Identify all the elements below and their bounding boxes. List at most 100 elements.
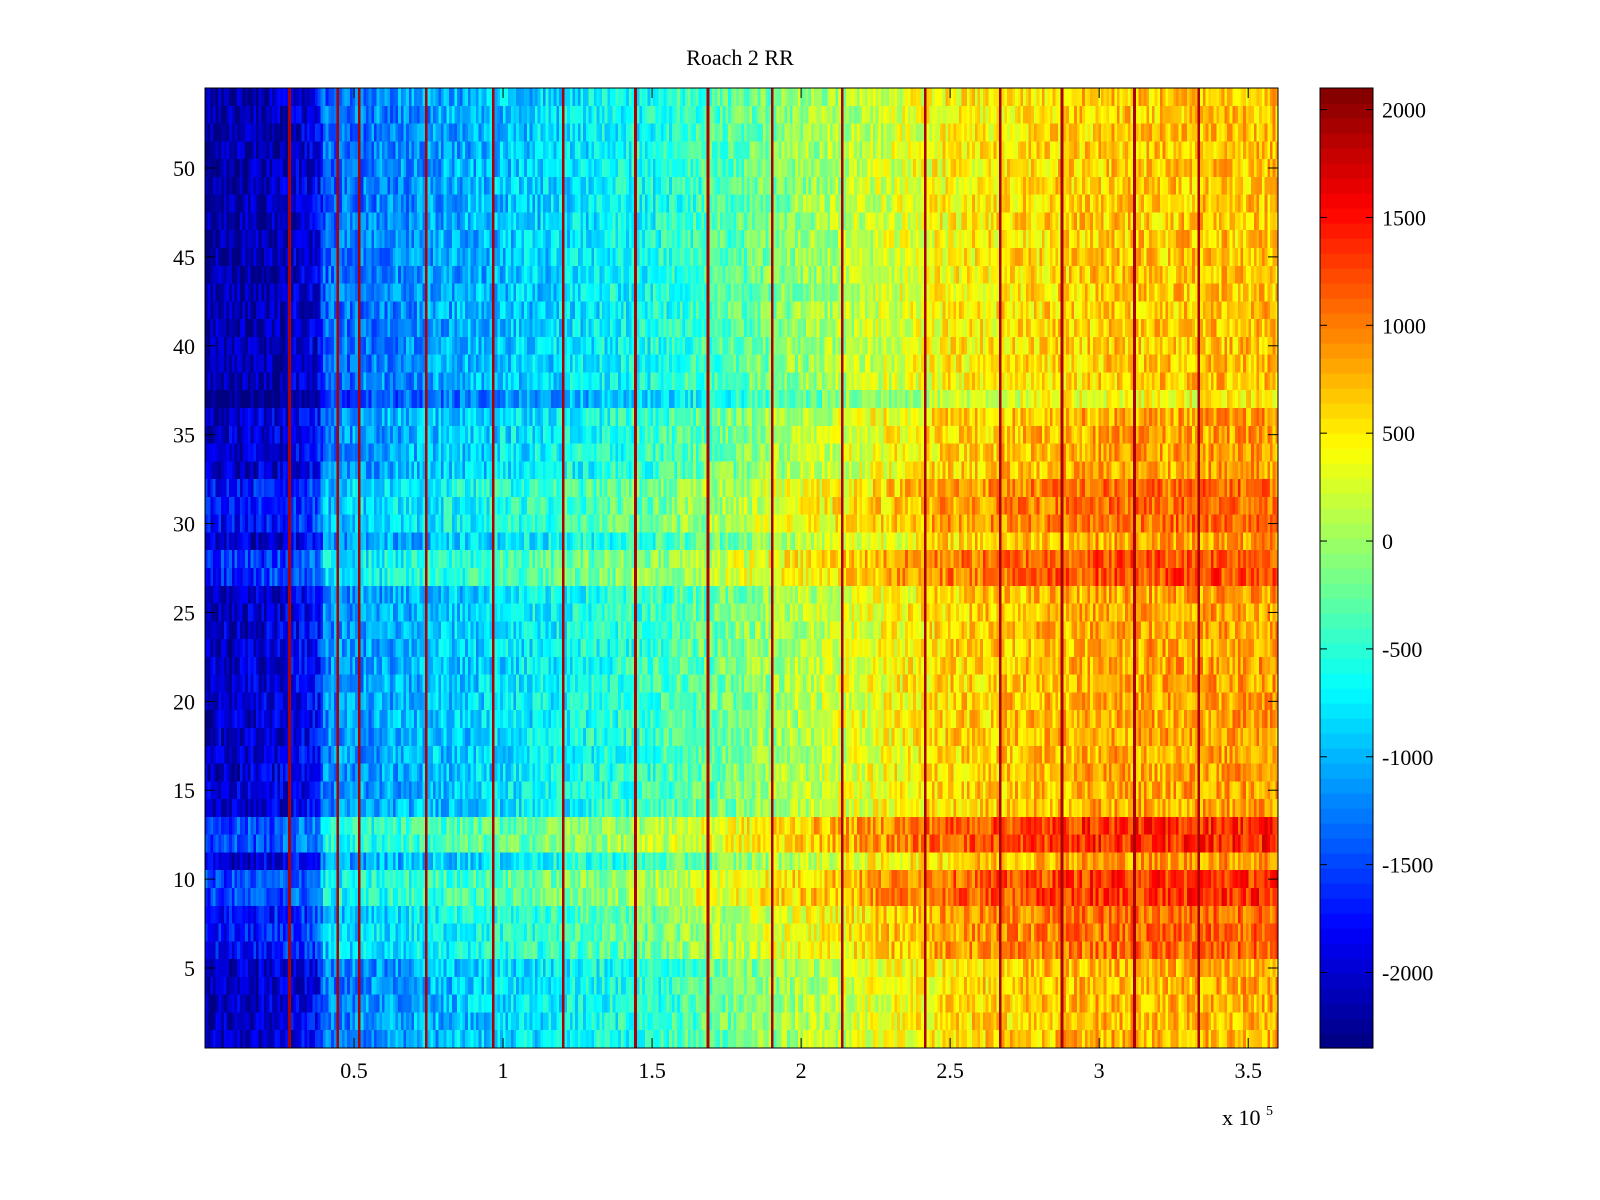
colorbar-segment	[1320, 1003, 1373, 1019]
x-tick-label: 1.5	[638, 1058, 666, 1083]
colorbar-tick-label: 1000	[1382, 313, 1426, 338]
colorbar-segment	[1320, 1033, 1373, 1049]
colorbar-segment	[1320, 433, 1373, 449]
y-tick-label: 5	[184, 956, 195, 981]
y-tick-label: 35	[173, 423, 195, 448]
x-tick-label: 2.5	[936, 1058, 964, 1083]
colorbar-segment	[1320, 688, 1373, 704]
y-tick-label: 15	[173, 778, 195, 803]
y-tick-label: 50	[173, 156, 195, 181]
colorbar-segment	[1320, 613, 1373, 629]
heatmap-cells	[205, 88, 1278, 1048]
colorbar-segment	[1320, 733, 1373, 749]
colorbar-segment	[1320, 328, 1373, 344]
x-tick-label: 1	[498, 1058, 509, 1083]
colorbar-segment	[1320, 478, 1373, 494]
x-axis: 0.5 1 1.5 2 2.5 3 3.5	[340, 88, 1262, 1083]
x-tick-label: 3.5	[1234, 1058, 1262, 1083]
plot-area-frame	[204, 87, 1279, 1049]
x-tick-label: 2	[796, 1058, 807, 1083]
colorbar-segment	[1320, 883, 1373, 899]
y-tick-label: 25	[173, 600, 195, 625]
colorbar-segment	[1320, 583, 1373, 599]
colorbar-tick-label: 2000	[1382, 98, 1426, 123]
y-tick-label: 20	[173, 689, 195, 714]
colorbar-segment	[1320, 838, 1373, 854]
colorbar-segment	[1320, 388, 1373, 404]
colorbar-segment	[1320, 133, 1373, 149]
colorbar-tick-label: 1500	[1382, 205, 1426, 230]
colorbar-segment	[1320, 913, 1373, 929]
colorbar-tick-label: -500	[1382, 637, 1422, 662]
colorbar-segment	[1320, 103, 1373, 119]
colorbar-segment	[1320, 253, 1373, 269]
colorbar-axis: 2000 1500 1000 500 0 -500 -1000 -1500 -2000	[1320, 98, 1433, 985]
colorbar-segment	[1320, 538, 1373, 554]
colorbar-segment	[1320, 493, 1373, 509]
colorbar-segment	[1320, 118, 1373, 134]
y-tick-label: 45	[173, 245, 195, 270]
colorbar-segment	[1320, 223, 1373, 239]
colorbar-segment	[1320, 463, 1373, 479]
colorbar-segment	[1320, 628, 1373, 644]
colorbar-segment	[1320, 868, 1373, 884]
chart-title: Roach 2 RR	[686, 45, 794, 70]
colorbar-segment	[1320, 298, 1373, 314]
y-tick-label: 30	[173, 512, 195, 537]
colorbar-segment	[1320, 178, 1373, 194]
colorbar-segment	[1320, 163, 1373, 179]
colorbar-frame	[1319, 87, 1374, 1049]
colorbar-tick-label: 500	[1382, 421, 1415, 446]
colorbar-segment	[1320, 343, 1373, 359]
colorbar-segment	[1320, 508, 1373, 524]
colorbar-segment	[1320, 358, 1373, 374]
colorbar-segment	[1320, 703, 1373, 719]
colorbar-segment	[1320, 778, 1373, 794]
colorbar-segment	[1320, 898, 1373, 914]
colorbar-tick-label: 0	[1382, 529, 1393, 554]
colorbar-tick-label: -2000	[1382, 960, 1433, 985]
colorbar-segment	[1320, 988, 1373, 1004]
colorbar-segment	[1320, 148, 1373, 164]
colorbar-segment	[1320, 643, 1373, 659]
colorbar-segment	[1320, 373, 1373, 389]
y-tick-label: 10	[173, 867, 195, 892]
colorbar-segment	[1320, 88, 1373, 104]
colorbar-segment	[1320, 283, 1373, 299]
x-axis-exponent: x 10 5	[1222, 1104, 1273, 1130]
colorbar-segment	[1320, 823, 1373, 839]
colorbar-segment	[1320, 673, 1373, 689]
colorbar-segment	[1320, 973, 1373, 989]
colorbar-segment	[1320, 808, 1373, 824]
colorbar-segment	[1320, 418, 1373, 434]
y-axis: 5 10 15 20 25 30 35 40 45 50	[173, 156, 1278, 981]
colorbar-tick-label: -1000	[1382, 745, 1433, 770]
colorbar-segment	[1320, 523, 1373, 539]
colorbar-segment	[1320, 763, 1373, 779]
colorbar-segment	[1320, 313, 1373, 329]
colorbar-segment	[1320, 853, 1373, 869]
colorbar-segment	[1320, 928, 1373, 944]
colorbar-segment	[1320, 208, 1373, 224]
colorbar-segment	[1320, 748, 1373, 764]
colorbar-segment	[1320, 1018, 1373, 1034]
colorbar-segment	[1320, 718, 1373, 734]
colorbar-segment	[1320, 403, 1373, 419]
y-tick-label: 40	[173, 334, 195, 359]
colorbar-tick-label: -1500	[1382, 853, 1433, 878]
colorbar-segment	[1320, 193, 1373, 209]
colorbar-segment	[1320, 448, 1373, 464]
colorbar-segment	[1320, 568, 1373, 584]
colorbar-segment	[1320, 268, 1373, 284]
x-tick-label: 0.5	[340, 1058, 368, 1083]
heatmap-image	[205, 88, 1278, 1048]
colorbar-segment	[1320, 598, 1373, 614]
colorbar-segment	[1320, 958, 1373, 974]
colorbar-segment	[1320, 943, 1373, 959]
colorbar-segment	[1320, 793, 1373, 809]
x-tick-label: 3	[1094, 1058, 1105, 1083]
colorbar	[1320, 88, 1373, 1049]
colorbar-segment	[1320, 658, 1373, 674]
colorbar-segment	[1320, 238, 1373, 254]
